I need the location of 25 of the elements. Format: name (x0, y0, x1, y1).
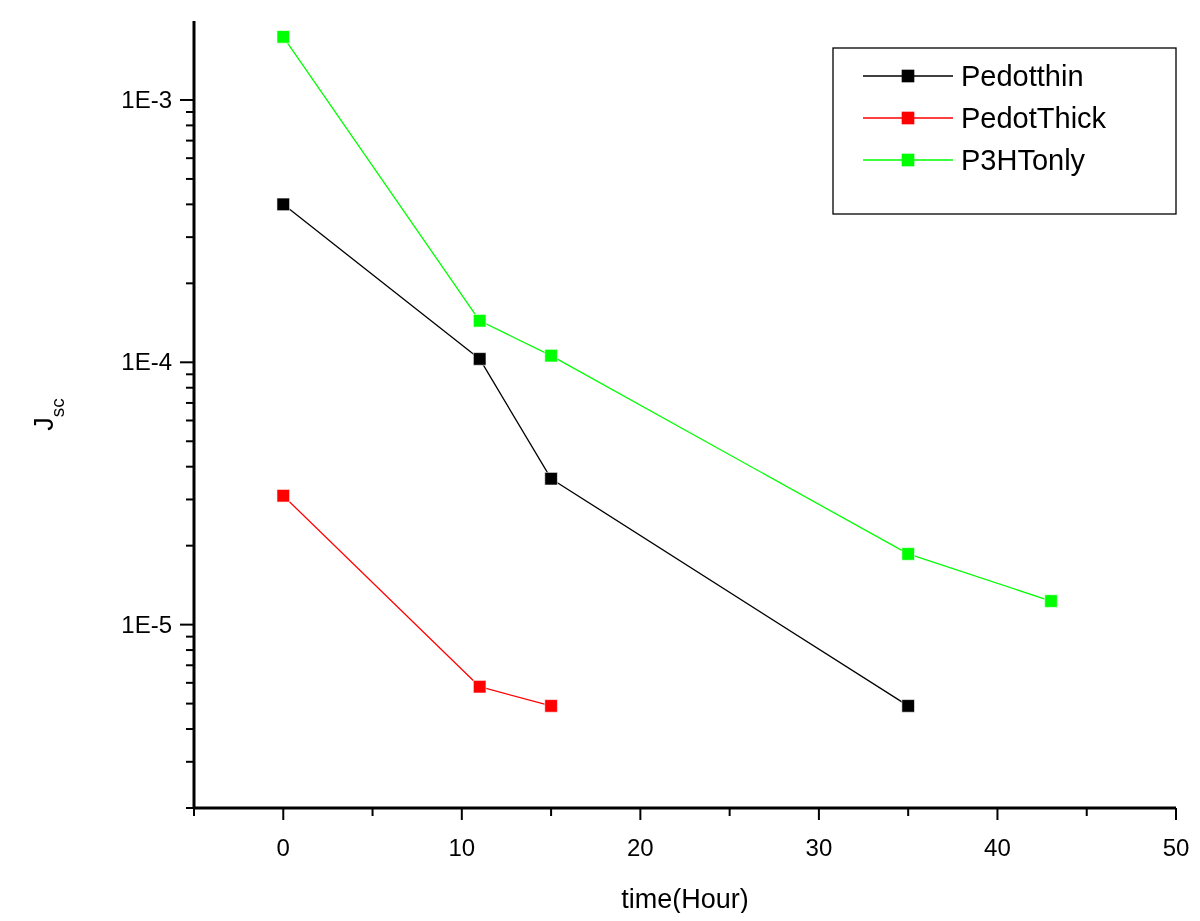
x-tick-label: 20 (627, 834, 654, 861)
point (901, 547, 915, 561)
point (544, 349, 558, 363)
point (276, 197, 290, 211)
x-tick-label: 40 (984, 834, 1011, 861)
point (473, 352, 487, 366)
legend-label: Pedotthin (961, 60, 1084, 92)
y-tick-label: 1E-3 (121, 85, 172, 113)
x-tick-label: 50 (1162, 834, 1190, 861)
point (544, 472, 558, 486)
legend-label: PedotThick (961, 102, 1107, 134)
point (276, 489, 290, 503)
legend-label: P3HTonly (961, 144, 1086, 176)
y-tick-label: 1E-4 (121, 348, 172, 376)
y-tick-label: 1E-5 (121, 610, 172, 638)
point (544, 699, 558, 713)
point (1044, 594, 1058, 608)
point (473, 314, 487, 328)
x-tick-label: 10 (448, 834, 476, 861)
x-tick-label: 30 (805, 834, 833, 861)
x-tick-label: 0 (276, 834, 290, 861)
point (276, 30, 290, 44)
x-axis-title: time(Hour) (621, 884, 749, 914)
point (901, 699, 915, 713)
point (473, 680, 487, 694)
